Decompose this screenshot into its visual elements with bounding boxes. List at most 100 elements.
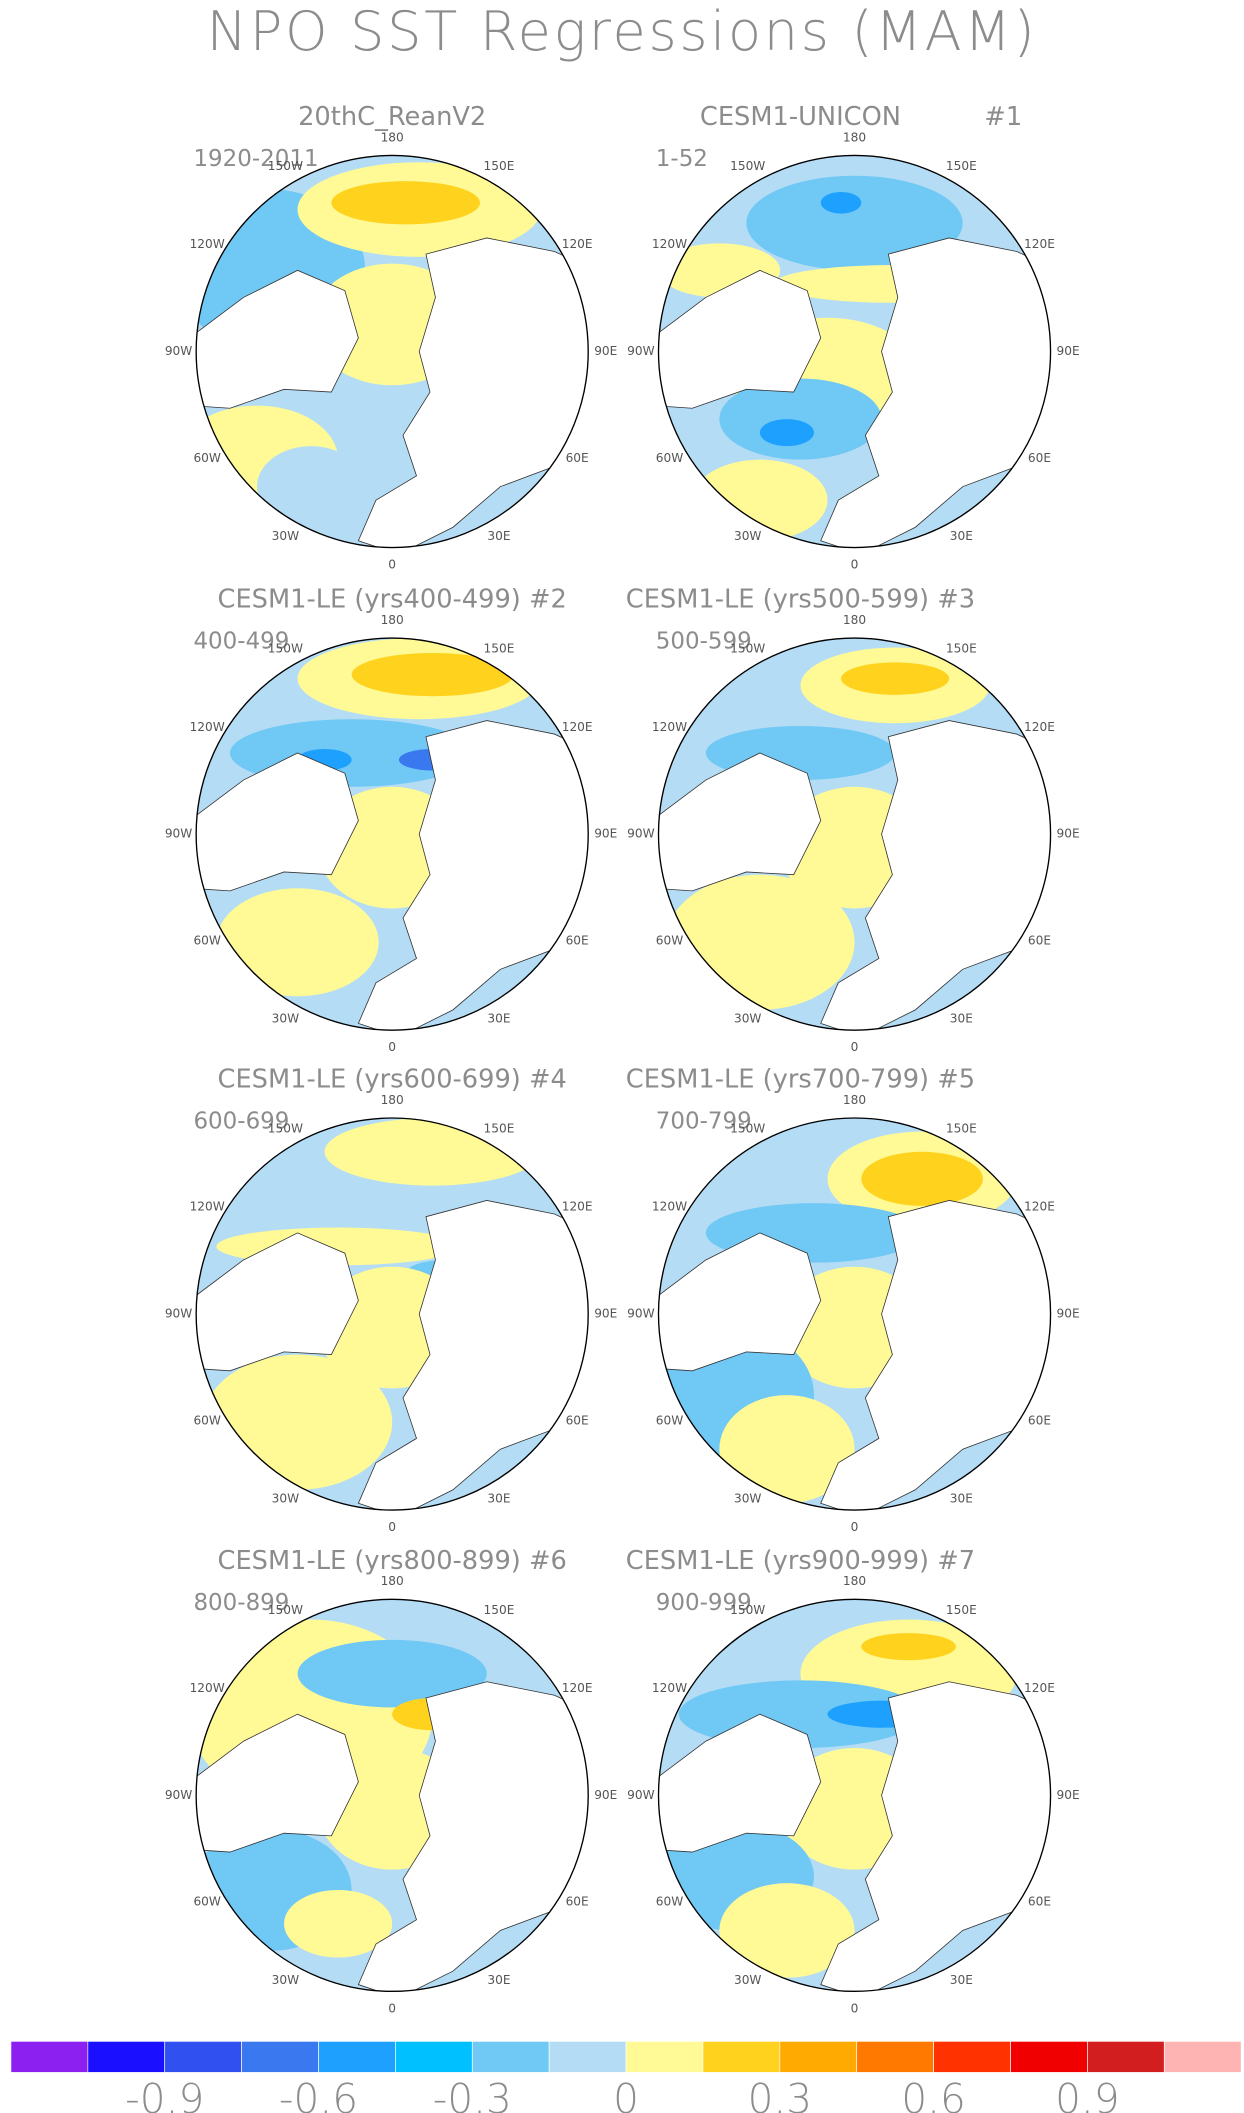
longitude-label: 120E: [1024, 720, 1055, 734]
panel-title: CESM1-LE (yrs700-799) #5: [626, 1065, 975, 1095]
longitude-label: 60W: [193, 933, 221, 947]
longitude-label: 120E: [562, 1200, 593, 1214]
colorbar-label: 0.3: [748, 2075, 812, 2113]
sst-pattern: [216, 888, 379, 997]
longitude-label: 90W: [627, 827, 655, 841]
longitude-label: 120W: [190, 720, 225, 734]
colorbar-box: [548, 2041, 627, 2073]
longitude-label: 90E: [594, 1788, 617, 1802]
longitude-label: 120E: [562, 1681, 593, 1695]
longitude-label: 90E: [1057, 1307, 1080, 1321]
longitude-label: 150E: [946, 642, 977, 656]
longitude-label: 60E: [566, 451, 589, 465]
longitude-label: 180: [381, 1574, 404, 1588]
map: [658, 1599, 1051, 1992]
longitude-label: 30E: [487, 1973, 510, 1987]
colorbar-label: 0.9: [1055, 2075, 1119, 2113]
longitude-label: 90E: [594, 344, 617, 358]
panel-period: 1-52: [656, 146, 708, 172]
sst-pattern: [297, 1639, 487, 1708]
colorbar-label: -0.6: [279, 2075, 358, 2113]
longitude-label: 60E: [1028, 451, 1051, 465]
longitude-label: 90W: [627, 344, 655, 358]
panel-period: 900-999: [656, 1590, 752, 1616]
map-border: [657, 154, 1052, 549]
longitude-label: 150W: [730, 1122, 765, 1136]
panel-tag: #1: [984, 102, 1022, 132]
colorbar-box: [10, 2041, 89, 2073]
panel-period: 700-799: [656, 1109, 752, 1135]
land: [658, 269, 822, 409]
panel-period: 600-699: [193, 1109, 289, 1135]
longitude-label: 90E: [594, 827, 617, 841]
sst-pattern: [284, 1889, 393, 1958]
land: [658, 752, 822, 892]
longitude-label: 90E: [1057, 827, 1080, 841]
longitude-label: 150W: [268, 1122, 303, 1136]
longitude-label: 150E: [484, 642, 515, 656]
longitude-label: 30W: [272, 1012, 300, 1026]
longitude-label: 150E: [946, 159, 977, 173]
sst-pattern: [861, 1151, 983, 1206]
longitude-label: 0: [851, 558, 859, 572]
sst-pattern: [202, 1354, 393, 1490]
longitude-label: 60W: [656, 1413, 684, 1427]
longitude-label: 120W: [190, 1200, 225, 1214]
colorbar-box: [933, 2041, 1011, 2073]
colorbar-label: -0.9: [125, 2075, 204, 2113]
longitude-label: 90E: [1057, 1788, 1080, 1802]
longitude-label: 60W: [193, 1413, 221, 1427]
sst-pattern: [746, 175, 963, 271]
map: [196, 155, 589, 548]
longitude-label: 0: [388, 1520, 396, 1534]
land: [196, 1713, 359, 1853]
longitude-label: 30E: [487, 529, 510, 543]
longitude-label: 30E: [950, 1012, 973, 1026]
longitude-label: 60E: [1028, 1895, 1051, 1909]
map: [658, 1118, 1051, 1511]
panel-title: CESM1-UNICON: [700, 102, 901, 132]
map-border: [657, 1117, 1052, 1511]
longitude-label: 180: [381, 613, 404, 627]
colorbar-box: [318, 2041, 396, 2073]
longitude-label: 0: [851, 1520, 859, 1534]
sst-pattern: [351, 652, 514, 697]
colorbar-box: [856, 2041, 934, 2073]
longitude-label: 0: [388, 2001, 396, 2015]
longitude-label: 60E: [566, 933, 589, 947]
colorbar-box: [779, 2041, 858, 2073]
colorbar-label: 0: [613, 2075, 639, 2113]
land: [658, 1713, 822, 1853]
longitude-label: 60E: [566, 1895, 589, 1909]
longitude-label: 150E: [484, 1122, 515, 1136]
longitude-label: 90E: [1057, 344, 1080, 358]
longitude-label: 60W: [656, 933, 684, 947]
panel-period: 1920-2011: [193, 146, 318, 172]
panel-title: CESM1-LE (yrs600-699) #4: [218, 1065, 567, 1095]
longitude-label: 30E: [487, 1492, 510, 1506]
map: [658, 638, 1051, 1031]
map-border: [657, 1598, 1052, 1993]
panel-period: 800-899: [193, 1590, 289, 1616]
longitude-label: 60E: [1028, 933, 1051, 947]
land: [196, 752, 359, 892]
longitude-label: 60W: [656, 451, 684, 465]
panel-period: 500-599: [656, 629, 752, 655]
longitude-label: 150W: [268, 1603, 303, 1617]
map-border: [657, 637, 1052, 1031]
longitude-label: 120W: [190, 237, 225, 251]
panel-title: CESM1-LE (yrs500-599) #3: [626, 585, 975, 615]
colorbar-box: [702, 2041, 781, 2073]
longitude-label: 150W: [730, 159, 765, 173]
longitude-label: 30E: [950, 529, 973, 543]
colorbar-box: [1087, 2041, 1165, 2073]
longitude-label: 150W: [730, 642, 765, 656]
longitude-label: 120E: [562, 237, 593, 251]
sst-pattern: [719, 1395, 855, 1504]
longitude-label: 180: [843, 1093, 866, 1107]
map: [196, 1599, 589, 1992]
longitude-label: 120E: [562, 720, 593, 734]
sst-pattern: [861, 1633, 956, 1661]
longitude-label: 120E: [1024, 1681, 1055, 1695]
